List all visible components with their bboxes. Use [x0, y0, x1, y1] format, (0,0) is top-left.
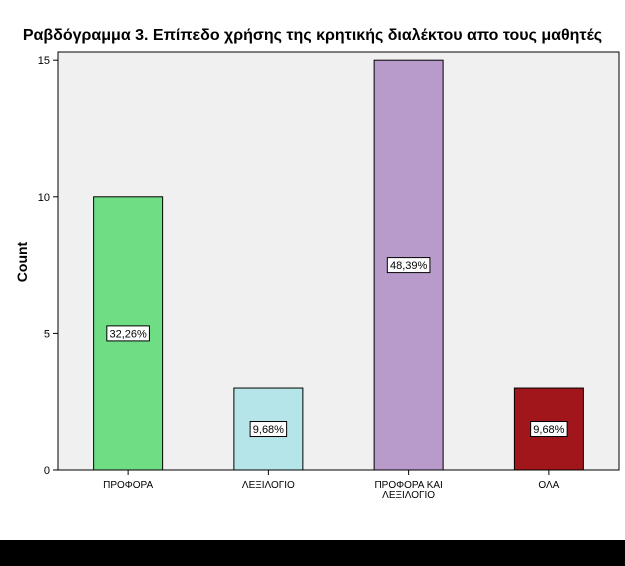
- y-tick-label: 10: [38, 192, 50, 204]
- bottom-black-bar: [0, 540, 625, 566]
- chart-title: Ραβδόγραμμα 3. Επίπεδο χρήσης της κρητικ…: [22, 27, 603, 44]
- data-label: 48,39%: [390, 260, 428, 272]
- data-label-box: [249, 421, 288, 438]
- y-tick-label: 0: [44, 465, 50, 477]
- x-tick-label: ΛΕΞΙΛΟΓΙΟ: [382, 490, 435, 501]
- bar-chart: 0 5 10 15 32,26% 9,68% 48,39% 9,68% ΠΡΟΦΟΡΑ ΛΕΞ…: [14, 51, 620, 501]
- y-tick-label: 5: [44, 328, 50, 340]
- data-label-box: [106, 325, 150, 342]
- y-axis: 0 5 10 15: [38, 55, 58, 477]
- y-tick-label: 15: [38, 55, 50, 67]
- x-tick-label: ΟΛΑ: [538, 480, 559, 491]
- data-label: 9,68%: [253, 424, 284, 436]
- y-axis-label: Count: [14, 241, 30, 282]
- data-label-box: [386, 257, 431, 274]
- data-label: 32,26%: [109, 328, 147, 340]
- data-label-box: [530, 421, 568, 438]
- x-tick-label: ΠΡΟΦΟΡΑ ΚΑΙ: [374, 480, 442, 491]
- x-tick-label: ΛΕΞΙΛΟΓΙΟ: [242, 480, 295, 491]
- data-labels: 32,26% 9,68% 48,39% 9,68%: [106, 257, 568, 438]
- data-label: 9,68%: [533, 424, 564, 436]
- x-tick-label: ΠΡΟΦΟΡΑ: [103, 480, 153, 491]
